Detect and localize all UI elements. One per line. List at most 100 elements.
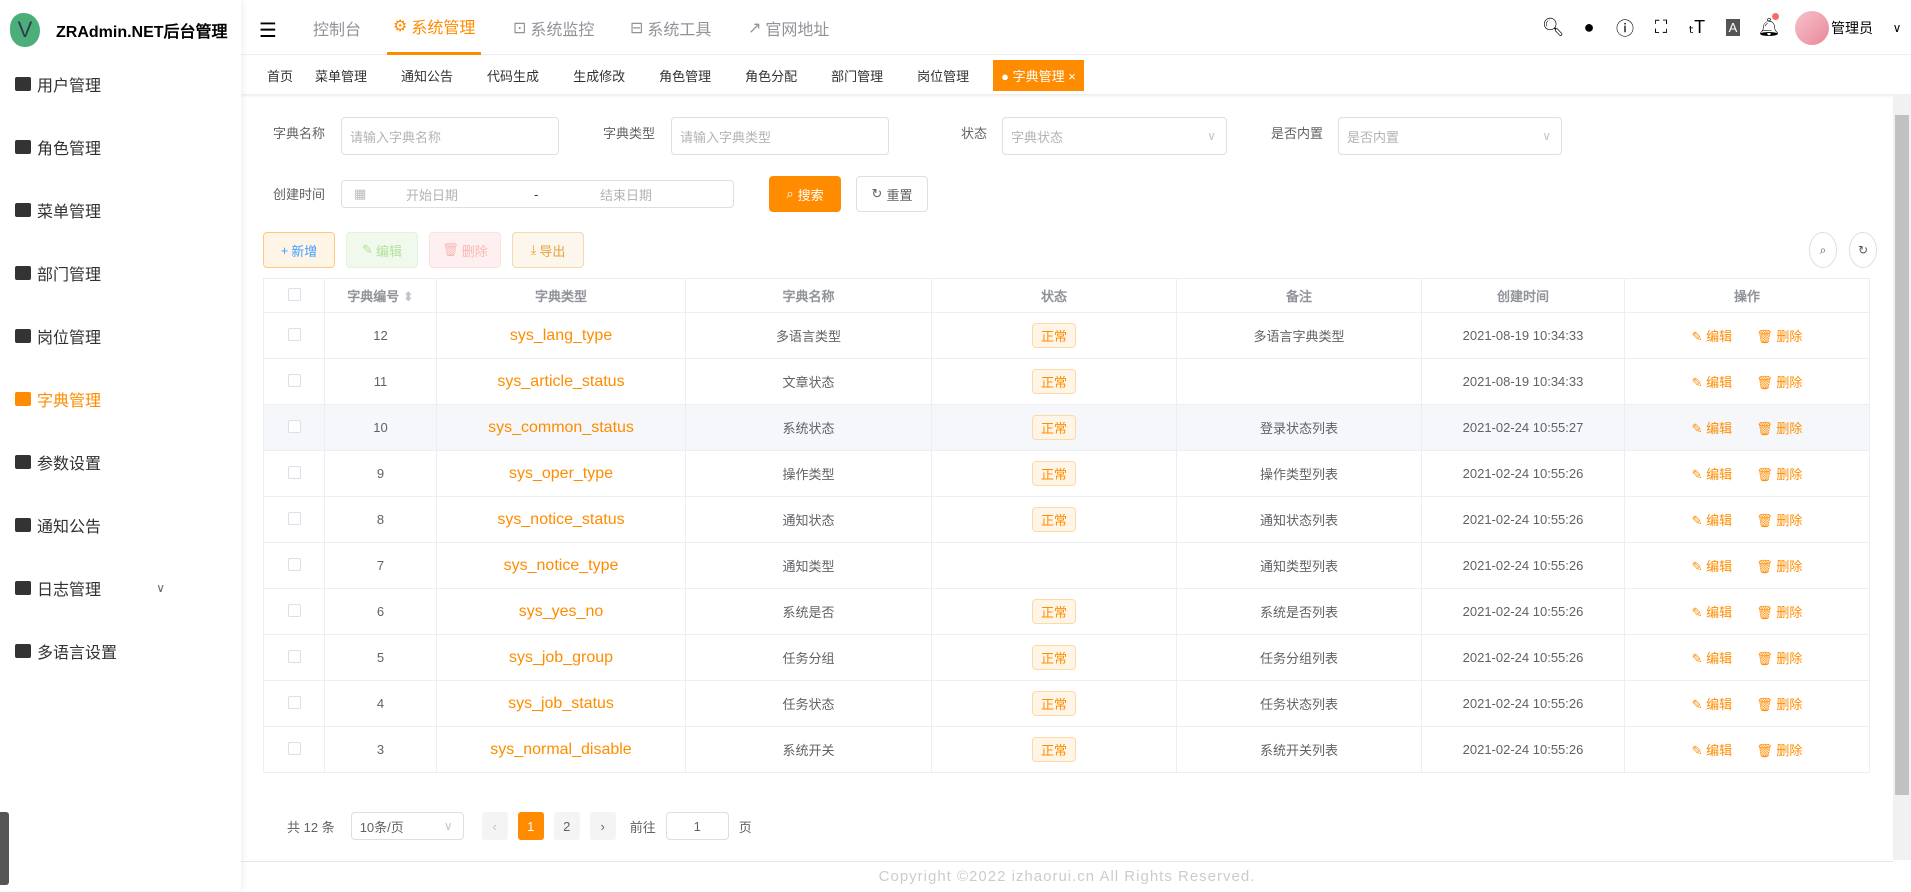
language-icon[interactable]: A bbox=[1715, 19, 1751, 36]
row-edit-button[interactable]: ✎ 编辑 bbox=[1691, 743, 1733, 758]
row-checkbox[interactable] bbox=[287, 373, 301, 387]
refresh-table-button[interactable]: ↻ bbox=[1849, 232, 1877, 268]
sidebar-item-8[interactable]: 日志管理 ∨ bbox=[0, 563, 241, 613]
tag-3[interactable]: 代码生成 bbox=[487, 68, 540, 84]
sidebar-item-7[interactable]: 通知公告 bbox=[0, 500, 241, 550]
row-delete-button[interactable]: 🗑︎ 删除 bbox=[1756, 651, 1803, 666]
row-checkbox[interactable] bbox=[287, 327, 301, 341]
dict-type-link[interactable]: sys_oper_type bbox=[508, 464, 614, 482]
font-size-icon[interactable]: ₜT bbox=[1688, 17, 1706, 37]
sidebar-item-4[interactable]: 岗位管理 bbox=[0, 311, 241, 361]
row-edit-button[interactable]: ✎ 编辑 bbox=[1691, 329, 1733, 344]
dict-type-link[interactable]: sys_job_group bbox=[508, 648, 614, 666]
dict-type-link[interactable]: sys_lang_type bbox=[509, 326, 613, 344]
table-row[interactable]: 6 sys_yes_no 系统是否 正常 系统是否列表 2021-02-24 1… bbox=[263, 588, 1870, 635]
add-button[interactable]: + 新增 bbox=[263, 232, 335, 268]
row-checkbox[interactable] bbox=[287, 511, 301, 525]
bell-icon[interactable]: 🔔︎ bbox=[1751, 13, 1787, 38]
sidebar-item-6[interactable]: 参数设置 bbox=[0, 437, 241, 487]
table-row[interactable]: 11 sys_article_status 文章状态 正常 2021-08-19… bbox=[263, 358, 1870, 405]
row-delete-button[interactable]: 🗑︎ 删除 bbox=[1756, 559, 1803, 574]
row-delete-button[interactable]: 🗑︎ 删除 bbox=[1756, 605, 1803, 620]
row-checkbox[interactable] bbox=[287, 741, 301, 755]
dict-type-link[interactable]: sys_notice_type bbox=[503, 556, 619, 574]
avatar[interactable] bbox=[1795, 10, 1829, 45]
sidebar-item-1[interactable]: 角色管理 bbox=[0, 122, 241, 172]
row-edit-button[interactable]: ✎ 编辑 bbox=[1691, 697, 1733, 712]
chevron-down-icon[interactable]: ∨ bbox=[1892, 20, 1902, 35]
topnav-item-2[interactable]: ⊡ 系统监控 bbox=[513, 0, 594, 55]
row-checkbox[interactable] bbox=[287, 695, 301, 709]
row-edit-button[interactable]: ✎ 编辑 bbox=[1691, 605, 1733, 620]
row-edit-button[interactable]: ✎ 编辑 bbox=[1691, 421, 1733, 436]
topnav-item-3[interactable]: ⊟ 系统工具 bbox=[630, 0, 711, 55]
reset-button[interactable]: ↻ 重置 bbox=[856, 176, 928, 212]
dict-type-link[interactable]: sys_common_status bbox=[488, 418, 634, 436]
sidebar-item-9[interactable]: 多语言设置 bbox=[0, 626, 241, 676]
tag-7[interactable]: 部门管理 bbox=[831, 68, 884, 84]
tag-1[interactable]: 菜单管理 bbox=[315, 68, 368, 84]
row-edit-button[interactable]: ✎ 编辑 bbox=[1691, 375, 1733, 390]
sidebar-item-0[interactable]: 用户管理 bbox=[0, 59, 241, 109]
tag-8[interactable]: 岗位管理 bbox=[917, 68, 970, 84]
sidebar-item-2[interactable]: 菜单管理 bbox=[0, 185, 241, 235]
menu-toggle-icon[interactable]: ☰ bbox=[259, 20, 277, 42]
goto-page-input[interactable]: 1 bbox=[665, 812, 729, 840]
page-2-button[interactable]: 2 bbox=[553, 812, 580, 840]
table-row[interactable]: 3 sys_normal_disable 系统开关 正常 系统开关列表 2021… bbox=[263, 726, 1870, 773]
floating-dock-handle[interactable] bbox=[0, 812, 9, 885]
row-delete-button[interactable]: 🗑︎ 删除 bbox=[1756, 375, 1803, 390]
sort-icon[interactable]: ⬍ bbox=[402, 289, 414, 304]
end-date-input[interactable]: 结束日期 bbox=[600, 187, 653, 203]
search-icon[interactable]: 🔍︎ bbox=[1541, 17, 1565, 37]
page-size-select[interactable]: 10条/页 ∨ bbox=[350, 812, 464, 840]
row-edit-button[interactable]: ✎ 编辑 bbox=[1691, 513, 1733, 528]
row-checkbox[interactable] bbox=[287, 603, 301, 617]
table-row[interactable]: 9 sys_oper_type 操作类型 正常 操作类型列表 2021-02-2… bbox=[263, 450, 1870, 497]
table-row[interactable]: 8 sys_notice_status 通知状态 正常 通知状态列表 2021-… bbox=[263, 496, 1870, 543]
fullscreen-icon[interactable]: ⛶ bbox=[1654, 17, 1668, 37]
user-name[interactable]: 管理员 bbox=[1831, 19, 1873, 36]
topnav-item-1[interactable]: ⚙ 系统管理 bbox=[387, 0, 482, 55]
select-all-checkbox[interactable] bbox=[287, 287, 301, 301]
row-delete-button[interactable]: 🗑︎ 删除 bbox=[1756, 743, 1803, 758]
help-icon[interactable]: ⓘ bbox=[1616, 18, 1634, 39]
tag-0[interactable]: 首页 bbox=[267, 68, 294, 84]
row-delete-button[interactable]: 🗑︎ 删除 bbox=[1756, 697, 1803, 712]
tag-5[interactable]: 角色管理 bbox=[659, 68, 712, 84]
row-edit-button[interactable]: ✎ 编辑 bbox=[1691, 651, 1733, 666]
edit-button[interactable]: ✎ 编辑 bbox=[346, 232, 418, 268]
next-page-button[interactable]: › bbox=[589, 812, 616, 840]
search-button[interactable]: ⌕ 搜索 bbox=[769, 176, 841, 212]
date-range-picker[interactable]: ▦ 开始日期 - 结束日期 bbox=[341, 180, 734, 208]
row-checkbox[interactable] bbox=[287, 557, 301, 571]
dict-type-link[interactable]: sys_article_status bbox=[497, 372, 625, 390]
dict-type-link[interactable]: sys_job_status bbox=[508, 694, 614, 712]
page-1-button[interactable]: 1 bbox=[517, 812, 544, 840]
column-header-id[interactable]: 字典编号 ⬍ bbox=[324, 278, 437, 313]
dict-type-link[interactable]: sys_notice_status bbox=[497, 510, 625, 528]
row-delete-button[interactable]: 🗑︎ 删除 bbox=[1756, 467, 1803, 482]
row-edit-button[interactable]: ✎ 编辑 bbox=[1691, 467, 1733, 482]
logo[interactable]: V ZRAdmin.NET后台管理 bbox=[0, 0, 241, 60]
table-row[interactable]: 12 sys_lang_type 多语言类型 正常 多语言字典类型 2021-0… bbox=[263, 312, 1870, 359]
export-button[interactable]: ⤓ 导出 bbox=[512, 232, 584, 268]
topnav-item-0[interactable]: 控制台 bbox=[313, 0, 361, 55]
topnav-item-4[interactable]: ↗ 官网地址 bbox=[748, 0, 829, 55]
scrollbar-thumb[interactable] bbox=[1895, 115, 1909, 795]
table-row[interactable]: 7 sys_notice_type 通知类型 通知类型列表 2021-02-24… bbox=[263, 542, 1870, 589]
row-checkbox[interactable] bbox=[287, 465, 301, 479]
dict-type-link[interactable]: sys_normal_disable bbox=[490, 740, 632, 758]
dict-type-link[interactable]: sys_yes_no bbox=[518, 602, 604, 620]
row-checkbox[interactable] bbox=[287, 419, 301, 433]
row-edit-button[interactable]: ✎ 编辑 bbox=[1691, 559, 1733, 574]
github-icon[interactable]: ● bbox=[1583, 17, 1595, 37]
dict-type-input[interactable]: 请输入字典类型 bbox=[671, 117, 889, 155]
row-delete-button[interactable]: 🗑︎ 删除 bbox=[1756, 513, 1803, 528]
delete-button[interactable]: 🗑︎ 删除 bbox=[429, 232, 501, 268]
dict-name-input[interactable]: 请输入字典名称 bbox=[341, 117, 559, 155]
close-icon[interactable]: × bbox=[1064, 68, 1076, 84]
tag-6[interactable]: 角色分配 bbox=[745, 68, 798, 84]
tag-4[interactable]: 生成修改 bbox=[573, 68, 626, 84]
toggle-search-button[interactable]: ⌕ bbox=[1809, 232, 1837, 268]
